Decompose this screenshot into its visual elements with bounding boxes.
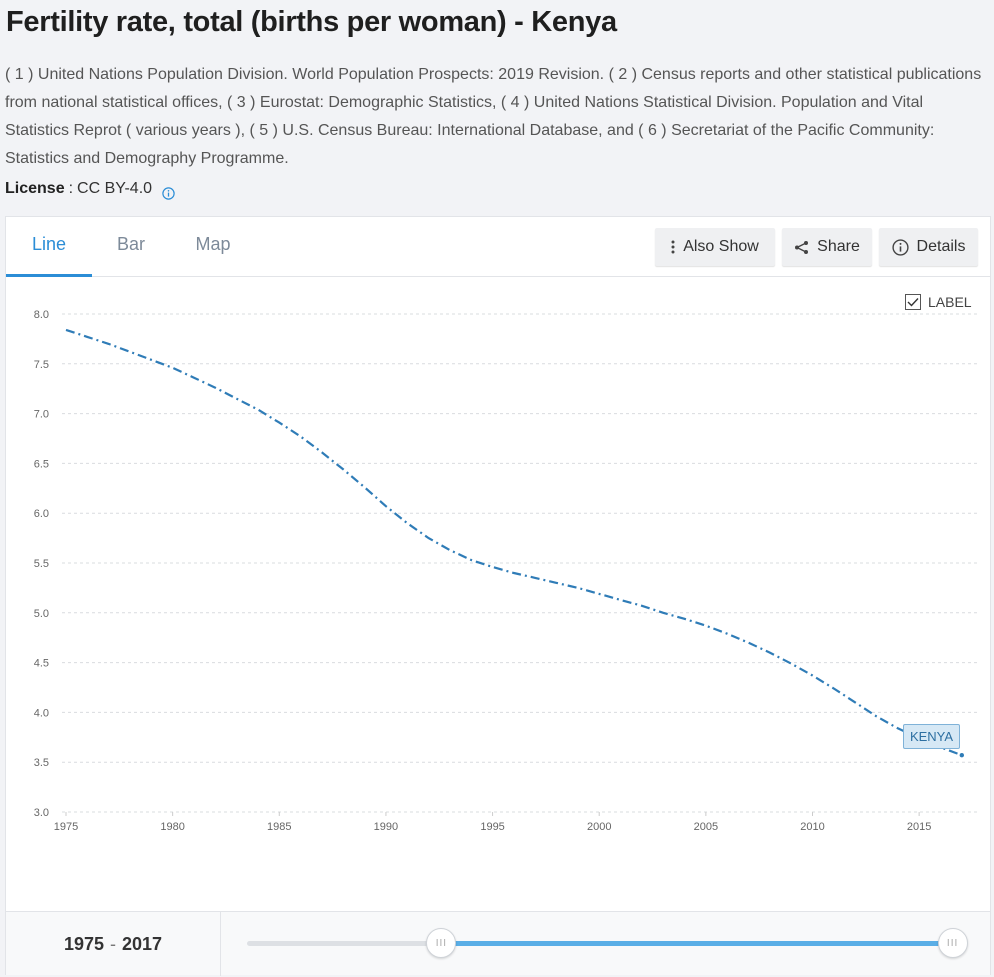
x-tick-label: 2000 [587,821,611,833]
range-separator: - [110,933,116,954]
range-slider-end-handle[interactable]: III [937,928,968,958]
series-line-kenya [65,328,963,757]
y-tick-label: 7.5 [34,359,49,371]
share-label: Share [817,238,860,255]
x-tick-label: 1975 [54,821,78,833]
range-slider-fill [441,941,953,946]
x-tick-label: 1995 [480,821,504,833]
also-show-label: Also Show [683,238,759,255]
series-label-kenya: KENYA [903,724,960,749]
series-end-point [959,753,964,758]
share-icon [795,240,809,254]
tab-bar[interactable]: Bar [116,234,145,254]
chart-panel: Line Bar Map Also Show Share Details LAB… [5,216,991,976]
range-slider-start-handle[interactable]: III [426,928,457,958]
tab-line[interactable]: Line [6,217,92,277]
line-chart: 3.0 3.5 4.0 4.5 5.0 5.5 6.0 6.5 7.0 7.5 8.0 1975 19… [34,309,979,833]
y-tick-label: 4.0 [34,707,49,719]
range-slider-track[interactable]: III III [247,928,968,958]
y-tick-label: 5.0 [34,608,49,620]
label-toggle[interactable]: LABEL [905,294,972,310]
y-tick-label: 6.5 [34,458,49,470]
x-tick-label: 1985 [267,821,291,833]
y-tick-label: 8.0 [34,309,49,321]
label-toggle-text: LABEL [928,294,972,310]
y-tick-label: 4.5 [34,658,49,670]
checkmark-icon [907,298,919,307]
x-tick-label: 1990 [374,821,398,833]
details-label: Details [916,238,966,255]
x-tick-label: 2005 [694,821,718,833]
page-title: Fertility rate, total (births per woman)… [6,6,617,38]
vertical-dots-icon [671,240,675,254]
license-line: License : CC BY-4.0 [5,176,175,202]
license-value: CC BY-4.0 [77,180,153,197]
tab-map[interactable]: Map [195,234,231,254]
x-tick-label: 1980 [160,821,184,833]
y-tick-label: 7.0 [34,409,49,421]
details-button[interactable]: Details [879,228,978,266]
chart-tabs: Line Bar Map Also Show Share Details [6,217,990,277]
y-tick-label: 3.0 [34,807,49,819]
label-checkbox[interactable] [905,294,921,310]
license-separator: : [68,180,74,197]
y-tick-label: 6.0 [34,508,49,520]
range-text: 1975 - 2017 [6,912,221,976]
license-info-icon[interactable] [162,183,175,200]
range-end: 2017 [122,933,163,954]
license-key: License [5,180,65,197]
y-tick-label: 5.5 [34,558,49,570]
source-citation: ( 1 ) United Nations Population Division… [5,66,982,167]
share-button[interactable]: Share [782,228,872,266]
y-tick-label: 3.5 [34,757,49,769]
details-info-icon [891,238,909,256]
x-tick-label: 2010 [800,821,824,833]
range-start: 1975 [63,933,104,954]
range-bar: 1975 - 2017 III III [6,911,990,976]
x-tick-label: 2015 [907,821,931,833]
also-show-button[interactable]: Also Show [655,228,775,266]
